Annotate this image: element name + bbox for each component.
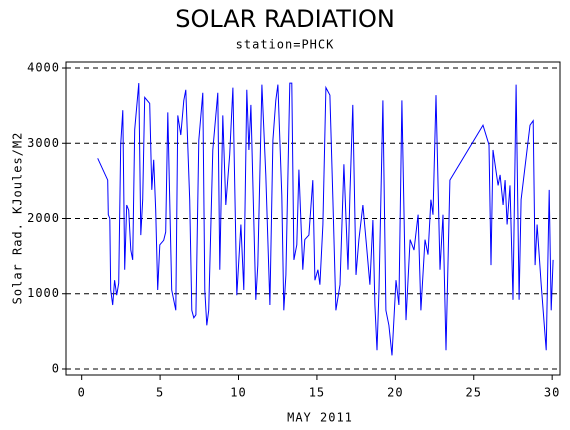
- chart-subtitle: station=PHCK: [236, 38, 335, 52]
- y-tick-label: 4000: [27, 61, 60, 75]
- x-tick-label: 0: [78, 386, 86, 400]
- x-tick-label: 15: [309, 386, 325, 400]
- data-line: [97, 82, 554, 356]
- y-tick-label: 1000: [27, 286, 60, 300]
- x-axis-label: MAY 2011: [287, 411, 353, 425]
- y-axis-label: Solar Rad. KJoules/M2: [11, 132, 25, 305]
- y-tick-label: 2000: [27, 211, 60, 225]
- x-tick-label: 5: [156, 386, 164, 400]
- y-tick-label: 3000: [27, 136, 60, 150]
- x-tick-label: 20: [387, 386, 403, 400]
- x-tick-label: 25: [466, 386, 482, 400]
- x-tick-label: 30: [544, 386, 560, 400]
- x-tick-label: 10: [230, 386, 246, 400]
- y-tick-label: 0: [52, 361, 60, 375]
- chart-title: SOLAR RADIATION: [175, 5, 395, 33]
